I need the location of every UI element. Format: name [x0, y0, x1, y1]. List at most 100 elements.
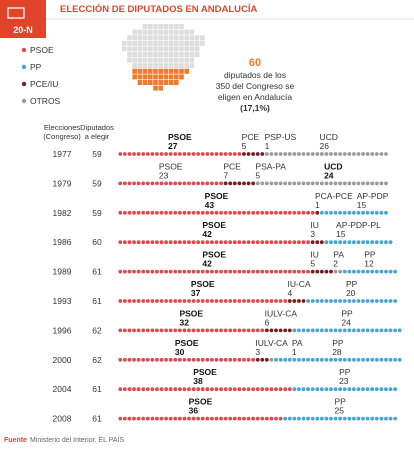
column-header: Elecciones	[44, 123, 81, 132]
seat-dot	[232, 152, 237, 156]
seat-dot	[145, 357, 150, 362]
map-cell	[142, 63, 148, 69]
seat-dot	[228, 299, 233, 303]
seat-dot	[379, 269, 384, 274]
seat-dot	[214, 299, 219, 303]
party-name: PSOE	[189, 397, 213, 407]
seat-segment	[223, 181, 256, 186]
seat-dot	[223, 181, 228, 186]
seat-dot	[283, 269, 288, 274]
map-cell	[179, 40, 184, 46]
seat-dot	[356, 416, 361, 421]
seat-dot	[182, 387, 187, 392]
party-seats: 23	[339, 376, 349, 386]
seat-dot	[342, 299, 347, 303]
seat-dot	[141, 181, 146, 186]
seat-dot	[228, 269, 233, 274]
seat-dot	[210, 328, 214, 333]
map-cell	[132, 57, 137, 63]
map-cell	[158, 35, 163, 41]
map-andalucia-cell	[132, 74, 137, 80]
seat-dot	[150, 181, 155, 186]
seat-dot	[127, 240, 132, 245]
seat-segment	[292, 328, 402, 333]
seat-dot	[145, 387, 150, 392]
seat-dot	[136, 328, 141, 333]
party-name: PSP-US	[265, 132, 297, 142]
party-seats: 3	[255, 347, 260, 357]
seat-dot	[214, 210, 219, 215]
seat-dot	[274, 357, 278, 362]
seat-segment	[118, 269, 310, 274]
seat-dot	[210, 299, 214, 303]
seat-dot	[141, 210, 146, 215]
seat-dot	[255, 328, 260, 333]
seat-dot	[269, 299, 274, 303]
map-cell	[163, 29, 169, 35]
seat-dot	[132, 181, 136, 186]
seat-dot	[274, 210, 278, 215]
seat-dot	[205, 210, 210, 215]
seat-dot	[274, 387, 278, 392]
seat-dot	[352, 299, 356, 303]
seat-dot	[159, 328, 164, 333]
seat-dot	[370, 152, 375, 156]
seat-dot	[347, 387, 352, 392]
seat-dot	[292, 269, 297, 274]
seat-dot	[164, 210, 168, 215]
seat-dot	[283, 328, 288, 333]
seat-segment	[310, 240, 324, 245]
seat-dot	[274, 416, 278, 421]
seat-dot	[246, 328, 251, 333]
seat-dot	[365, 299, 370, 303]
map-cell	[168, 35, 174, 41]
seat-dot	[260, 181, 265, 186]
seat-segment	[319, 210, 388, 215]
seat-segment	[324, 240, 393, 245]
map-cell	[189, 46, 195, 52]
seat-dot	[319, 240, 324, 245]
seat-dot	[384, 240, 388, 245]
seat-dot	[324, 357, 329, 362]
seat-dot	[141, 416, 146, 421]
seat-dot	[310, 181, 315, 186]
seat-segment	[315, 210, 320, 215]
seat-dot	[347, 299, 352, 303]
seat-dot	[287, 416, 292, 421]
seat-dot	[319, 328, 324, 333]
map-andalucia-cell	[137, 80, 143, 85]
legend-swatch	[21, 98, 27, 104]
seat-dot	[214, 416, 219, 421]
seat-dot	[251, 357, 256, 362]
party-name: PCE	[242, 132, 260, 142]
seat-dot	[342, 357, 347, 362]
seat-dot	[338, 328, 343, 333]
map-cell	[137, 35, 143, 41]
seat-dot	[319, 357, 324, 362]
year: 2000	[53, 355, 72, 365]
seat-dot	[182, 240, 187, 245]
seat-dot	[356, 269, 361, 274]
seat-dot	[127, 387, 132, 392]
seat-dot	[214, 240, 219, 245]
seat-dot	[232, 240, 237, 245]
map-cell	[163, 63, 169, 69]
map-cell	[168, 29, 174, 35]
seat-dot	[132, 357, 136, 362]
map-cell	[179, 35, 184, 41]
seat-dot	[210, 240, 214, 245]
seat-dot	[356, 328, 361, 333]
seat-dot	[168, 387, 173, 392]
seat-dot	[365, 357, 370, 362]
seat-segment	[342, 269, 398, 274]
seat-dot	[347, 210, 352, 215]
map-cell	[194, 40, 200, 46]
party-name: IULV-CA	[265, 308, 298, 318]
seat-dot	[132, 240, 136, 245]
party-name: PSOE	[159, 161, 183, 171]
seat-dot	[384, 357, 388, 362]
seat-dot	[379, 299, 384, 303]
map-andalucia-cell	[148, 74, 153, 80]
map-cell	[142, 24, 148, 29]
